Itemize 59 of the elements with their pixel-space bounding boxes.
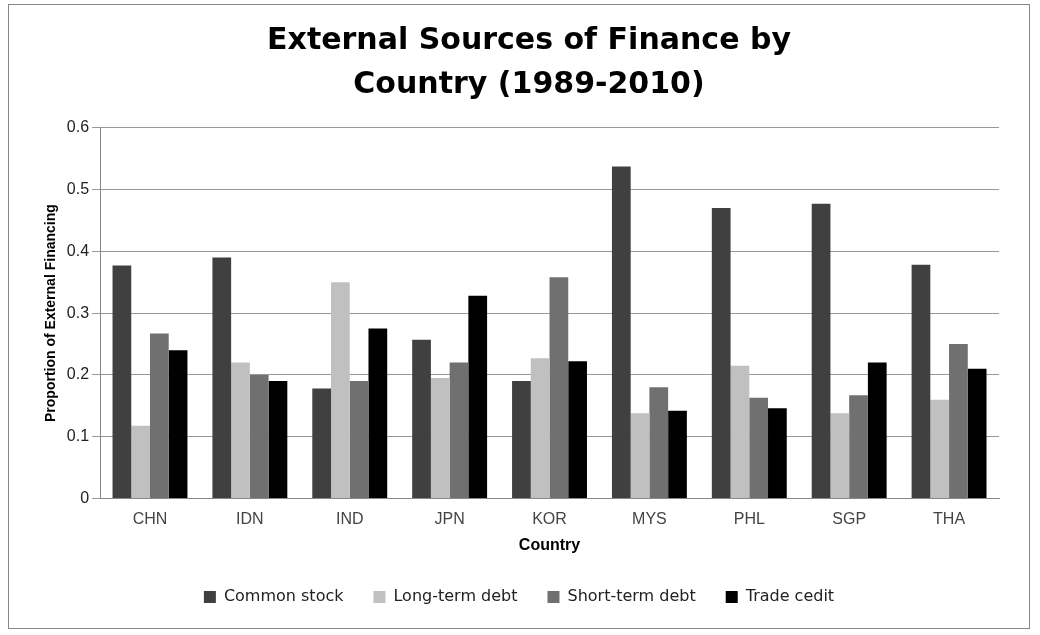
bar [149, 333, 169, 499]
x-tick-label: MYS [632, 509, 667, 527]
y-tick-label: 0 [80, 489, 90, 507]
bar [549, 277, 569, 499]
x-tick-label: JPN [434, 509, 465, 527]
bar [131, 425, 150, 499]
legend-label: Long-term debt [393, 586, 518, 606]
bar [730, 365, 750, 499]
bar [749, 397, 769, 499]
chart-title: External Sources of Finance by Country (1989-2010) [266, 20, 792, 102]
bar [811, 203, 831, 499]
bar [449, 362, 469, 499]
bar [212, 257, 232, 499]
bar [967, 368, 987, 499]
bar [911, 264, 931, 499]
y-tick-label: 0.6 [66, 118, 90, 136]
bar [768, 408, 787, 499]
bar [611, 166, 631, 499]
legend-label: Short-term debt [567, 586, 696, 606]
bar [512, 381, 531, 499]
legend-label: Trade cedit [744, 586, 835, 606]
bar [430, 378, 450, 499]
bar [412, 339, 431, 499]
x-tick-label: THA [933, 509, 966, 527]
y-axis-title: Proportion of External Financing [42, 204, 59, 422]
x-tick-label: SGP [832, 509, 867, 527]
y-tick-label: 0.3 [66, 303, 90, 321]
y-tick-label: 0.5 [66, 179, 90, 197]
bar [468, 295, 488, 499]
bar [630, 413, 650, 499]
bar [368, 328, 388, 499]
x-tick-label: CHN [132, 509, 168, 527]
bar [249, 374, 269, 499]
x-tick-label: KOR [532, 509, 567, 527]
y-tick-label: 0.2 [66, 365, 90, 383]
bar [849, 395, 868, 499]
bar [268, 381, 288, 499]
x-tick-label: IDN [236, 509, 264, 527]
bar [649, 387, 669, 499]
bar [830, 413, 850, 499]
x-tick-label: IND [335, 509, 364, 527]
bar [312, 388, 332, 499]
bar [231, 362, 250, 499]
bar [668, 410, 687, 499]
bar [168, 350, 188, 499]
bar [949, 344, 968, 499]
x-axis-title: Country [518, 535, 581, 553]
bar [112, 265, 132, 499]
bar [867, 362, 887, 499]
bar [568, 361, 587, 499]
bar [530, 358, 550, 499]
bar [930, 399, 950, 499]
y-tick-label: 0.4 [66, 241, 90, 259]
y-tick-label: 0.1 [66, 427, 90, 445]
bar [331, 282, 350, 499]
bar [711, 207, 731, 499]
bar [349, 381, 369, 499]
legend-label: Common stock [223, 586, 345, 606]
x-tick-label: PHL [733, 509, 765, 527]
